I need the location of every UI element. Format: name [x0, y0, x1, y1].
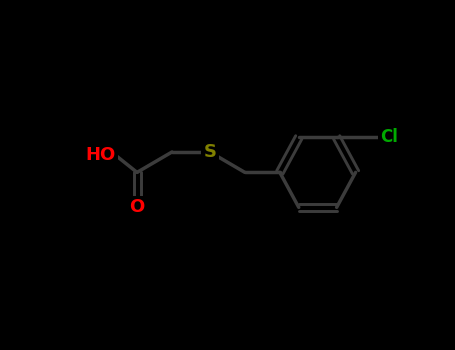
Text: HO: HO — [85, 146, 115, 164]
Text: S: S — [203, 143, 217, 161]
Text: O: O — [129, 198, 145, 216]
Text: Cl: Cl — [380, 128, 398, 146]
